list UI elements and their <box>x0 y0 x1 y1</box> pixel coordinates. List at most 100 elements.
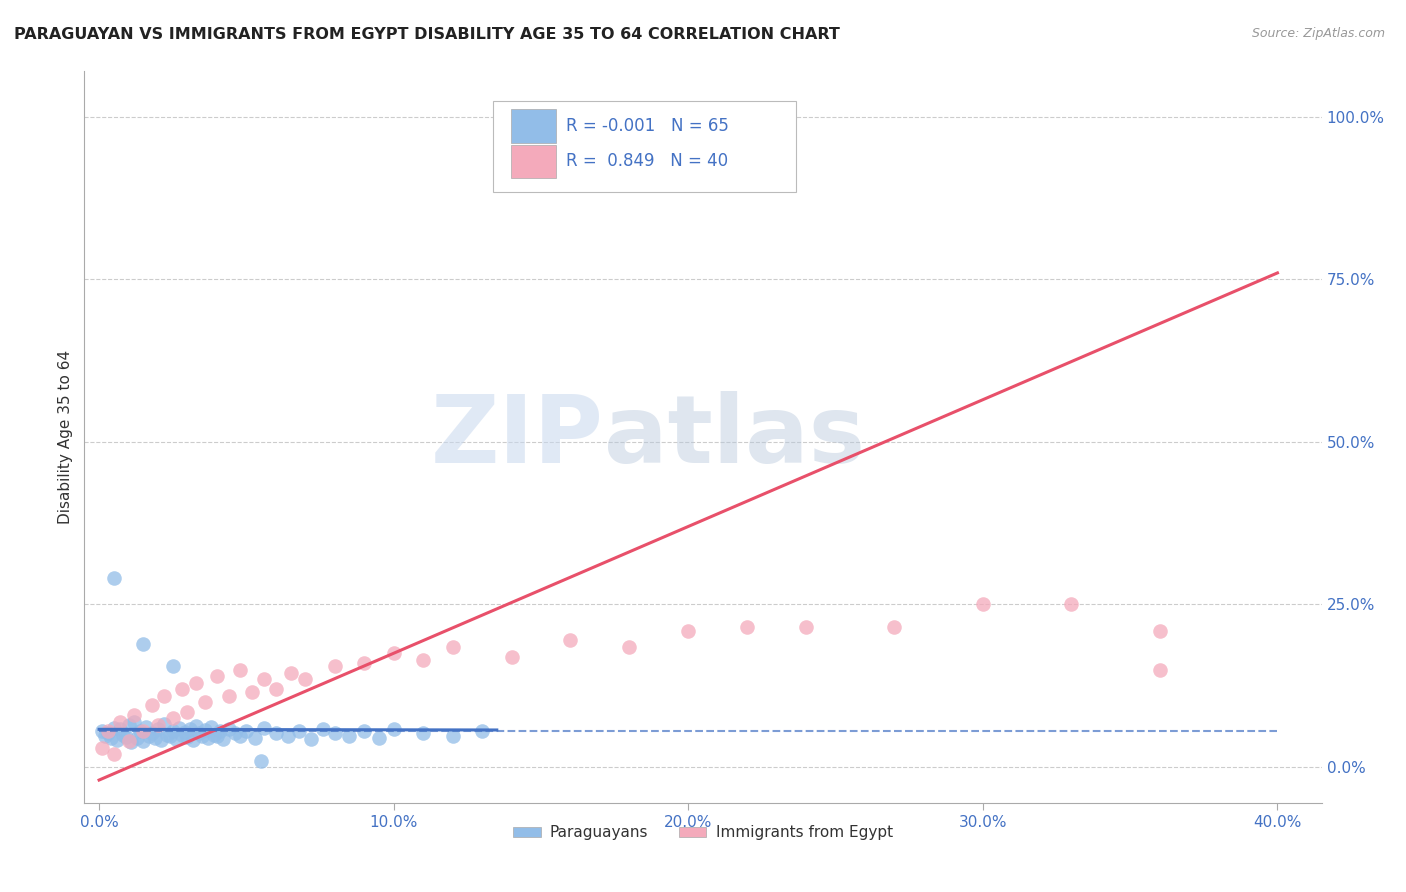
Point <box>250 754 273 768</box>
Text: R =  0.849   N = 40: R = 0.849 N = 40 <box>565 153 728 170</box>
Point <box>167 721 190 735</box>
Point <box>200 720 222 734</box>
Point <box>159 730 181 744</box>
Point <box>108 723 131 737</box>
Point <box>288 724 311 739</box>
Point <box>183 733 205 747</box>
Point <box>218 722 240 736</box>
Point <box>132 724 155 739</box>
Point <box>339 729 361 743</box>
Point <box>117 734 139 748</box>
Point <box>127 731 149 745</box>
Point <box>132 636 155 650</box>
Point <box>883 620 905 634</box>
Point <box>323 659 346 673</box>
Point <box>353 724 375 739</box>
Point <box>162 659 184 673</box>
Point <box>91 724 114 739</box>
Point <box>202 727 225 741</box>
Point <box>141 698 163 713</box>
Point <box>299 732 322 747</box>
Point <box>441 729 464 743</box>
FancyBboxPatch shape <box>512 145 555 178</box>
Point <box>135 720 157 734</box>
Point <box>194 723 217 737</box>
Point <box>794 620 817 634</box>
Point <box>149 732 172 747</box>
Point <box>264 726 287 740</box>
FancyBboxPatch shape <box>512 110 555 143</box>
Point <box>176 705 198 719</box>
Point <box>186 719 208 733</box>
Point <box>224 726 246 740</box>
Point <box>972 598 994 612</box>
Point <box>205 730 228 744</box>
Point <box>146 718 169 732</box>
Point <box>132 734 155 748</box>
Point <box>156 727 179 741</box>
Point <box>153 717 176 731</box>
Point <box>382 723 405 737</box>
Point <box>124 708 146 723</box>
Point <box>143 731 166 746</box>
Point <box>173 725 195 739</box>
Point <box>111 727 134 741</box>
Point <box>312 723 335 737</box>
Point <box>1149 663 1171 677</box>
Point <box>735 620 758 634</box>
Point <box>264 681 287 696</box>
Point <box>141 725 163 739</box>
Point <box>108 714 131 729</box>
Point <box>294 673 316 687</box>
Point <box>412 726 434 740</box>
Point <box>197 731 219 746</box>
Point <box>253 673 276 687</box>
Point <box>103 572 125 586</box>
Text: PARAGUAYAN VS IMMIGRANTS FROM EGYPT DISABILITY AGE 35 TO 64 CORRELATION CHART: PARAGUAYAN VS IMMIGRANTS FROM EGYPT DISA… <box>14 27 839 42</box>
Point <box>208 724 231 739</box>
Point <box>153 689 176 703</box>
Point <box>1149 624 1171 638</box>
Point <box>176 730 198 744</box>
Point <box>560 633 582 648</box>
Point <box>229 729 252 743</box>
Point <box>124 714 146 729</box>
Point <box>353 656 375 670</box>
Point <box>441 640 464 654</box>
Point <box>103 721 125 735</box>
Point <box>97 724 120 739</box>
Point <box>97 726 120 740</box>
Point <box>186 675 208 690</box>
Point <box>129 724 152 739</box>
Point <box>170 681 193 696</box>
Point <box>501 649 523 664</box>
Point <box>229 663 252 677</box>
Point <box>100 731 122 746</box>
Point <box>114 730 136 744</box>
Point <box>179 723 201 737</box>
Point <box>91 740 114 755</box>
Point <box>412 653 434 667</box>
Point <box>188 726 211 740</box>
Y-axis label: Disability Age 35 to 64: Disability Age 35 to 64 <box>58 350 73 524</box>
Point <box>368 731 391 746</box>
Point <box>194 695 217 709</box>
Point <box>471 724 494 739</box>
Point <box>235 723 257 738</box>
Text: Source: ZipAtlas.com: Source: ZipAtlas.com <box>1251 27 1385 40</box>
Point <box>105 732 128 747</box>
Point <box>103 747 125 761</box>
Point <box>619 640 641 654</box>
Point <box>162 711 184 725</box>
Legend: Paraguayans, Immigrants from Egypt: Paraguayans, Immigrants from Egypt <box>508 819 898 847</box>
Point <box>218 689 240 703</box>
Point <box>253 721 276 735</box>
Point <box>205 669 228 683</box>
Point <box>280 665 302 680</box>
Point <box>138 729 160 743</box>
Point <box>165 732 187 747</box>
Point <box>277 729 299 743</box>
Text: R = -0.001   N = 65: R = -0.001 N = 65 <box>565 117 728 136</box>
Point <box>1060 598 1083 612</box>
Point <box>191 729 214 743</box>
